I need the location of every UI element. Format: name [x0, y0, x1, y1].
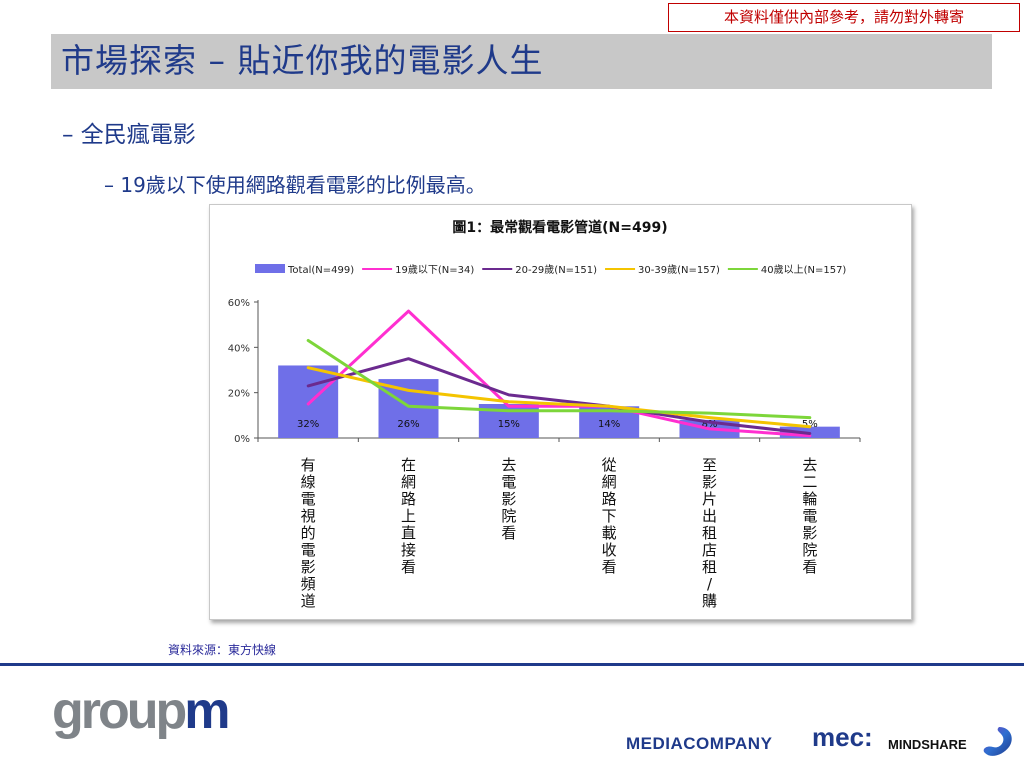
bar-data-label: 32%: [297, 419, 319, 430]
category-label-char: 影: [802, 524, 817, 542]
category-label-char: 路: [602, 490, 617, 508]
category-label-char: 電: [301, 490, 316, 508]
category-label-char: 看: [602, 558, 617, 576]
bar-data-label: 15%: [498, 419, 520, 430]
bar: [278, 365, 339, 438]
category-label-char: 租: [702, 558, 717, 576]
title-bar: 市場探索 – 貼近你我的電影人生: [51, 34, 992, 89]
chart-legend: Total(N=499) 19歲以下(N=34) 20-29歲(N=151) 30-3…: [255, 263, 846, 276]
category-label-char: 影: [702, 473, 717, 491]
y-tick-label: 60%: [228, 298, 250, 309]
series-line: [306, 366, 812, 429]
category-label-char: 收: [602, 541, 617, 559]
category-label-char: 直: [401, 524, 416, 542]
page-title: 市場探索 – 貼近你我的電影人生: [61, 41, 544, 80]
series-line: [306, 309, 812, 438]
category-label-char: 在: [401, 456, 416, 474]
mediacompany-logo: MEDIACOMPANY: [626, 734, 773, 753]
category-label-char: 購: [702, 592, 717, 610]
viewing-channels-chart: 圖1：最常觀看電影管道(N=499) Total(N=499) 19歲以下(N=3…: [228, 219, 861, 610]
category-label-char: 去: [802, 456, 817, 474]
category-label-char: 頻: [301, 575, 316, 593]
category-label-char: 片: [702, 490, 717, 508]
category-label-char: 有: [301, 456, 316, 474]
category-label-char: 輪: [802, 490, 817, 508]
legend-label: 19歲以下(N=34): [395, 263, 474, 276]
footer-divider: [0, 663, 1024, 666]
category-label-char: 看: [401, 558, 416, 576]
category-label-char: 電: [301, 541, 316, 559]
bar-data-label: 26%: [397, 419, 419, 430]
mec-logo: mec:: [812, 722, 873, 752]
y-tick-label: 20%: [228, 389, 250, 400]
category-label-char: /: [707, 575, 713, 593]
category-label-char: 接: [401, 541, 416, 559]
bullet-level1: – 全民瘋電影: [62, 122, 196, 148]
category-label-char: 看: [802, 558, 817, 576]
data-source-note: 資料來源：東方快線: [168, 643, 277, 657]
legend-label: 30-39歲(N=157): [638, 263, 720, 276]
category-label-char: 載: [602, 524, 617, 542]
legend-label: 40歲以上(N=157): [761, 263, 847, 276]
category-label-char: 電: [802, 507, 817, 525]
bullet-level2: – 19歲以下使用網路觀看電影的比例最高。: [104, 173, 486, 197]
category-label-char: 路: [401, 490, 416, 508]
groupm-logo: groupm: [52, 682, 231, 740]
category-label-char: 出: [702, 507, 717, 525]
bar-data-label: 5%: [802, 419, 818, 430]
groupm-logo-text: group: [52, 682, 187, 740]
mindshare-logo: MINDSHARE: [888, 737, 967, 752]
bar-data-label: 8%: [702, 419, 718, 430]
category-label-char: 影: [501, 490, 516, 508]
category-label-char: 電: [501, 473, 516, 491]
category-labels: 有線電視的電影頻道在網路上直接看去電影院看從網路下載收看至影片出租店租/購去二輪…: [301, 456, 818, 610]
chart-frame: 圖1：最常觀看電影管道(N=499) Total(N=499) 19歲以下(N=3…: [209, 204, 912, 620]
category-label-char: 影: [301, 558, 316, 576]
category-label-char: 上: [401, 507, 416, 525]
category-label-char: 店: [702, 541, 717, 559]
category-label-char: 線: [301, 473, 316, 491]
category-label-char: 看: [501, 524, 516, 542]
category-label-char: 網: [401, 473, 416, 491]
bar-data-label: 14%: [598, 419, 620, 430]
category-label-char: 下: [602, 507, 617, 525]
internal-use-notice: 本資料僅供內部參考，請勿對外轉寄: [668, 3, 1020, 32]
category-label-char: 租: [702, 524, 717, 542]
category-label-char: 網: [602, 473, 617, 491]
groupm-logo-text-m: m: [184, 682, 230, 740]
category-label-char: 院: [501, 507, 516, 525]
category-label-char: 二: [802, 473, 817, 491]
legend-label: 20-29歲(N=151): [515, 263, 597, 276]
category-label-char: 的: [301, 524, 316, 542]
category-label-char: 院: [802, 541, 817, 559]
chart-axes: 0% 20% 40% 60%: [228, 298, 861, 445]
legend-swatch-total: [255, 264, 285, 273]
y-tick-label: 0%: [234, 434, 250, 445]
y-tick-label: 40%: [228, 343, 250, 354]
category-label-char: 至: [702, 456, 717, 474]
category-label-char: 道: [301, 592, 316, 610]
mindshare-swirl-icon: [983, 727, 1012, 756]
chart-title: 圖1：最常觀看電影管道(N=499): [452, 219, 667, 236]
series-line: [306, 357, 812, 435]
line-series: [306, 309, 812, 438]
category-label-char: 視: [301, 507, 316, 525]
category-label-char: 去: [501, 456, 516, 474]
legend-label: Total(N=499): [287, 265, 354, 276]
category-label-char: 從: [602, 456, 617, 474]
series-line: [306, 339, 812, 420]
